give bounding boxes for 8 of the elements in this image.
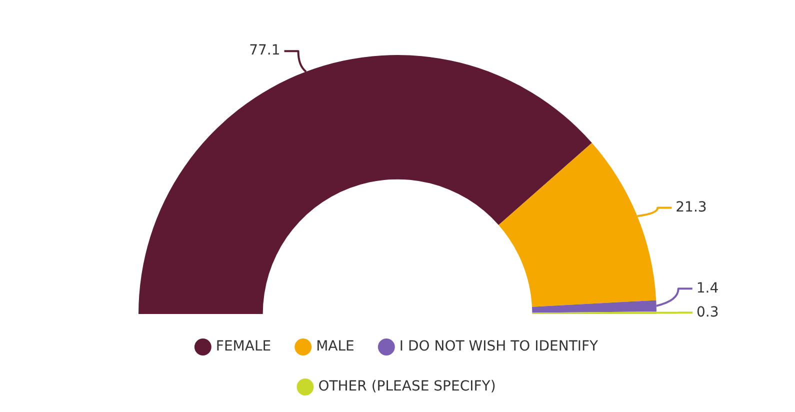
data-label: 0.3 bbox=[696, 304, 719, 320]
data-label: 21.3 bbox=[676, 199, 707, 216]
legend-label: FEMALE bbox=[216, 338, 272, 355]
legend-label: OTHER (PLEASE SPECIFY) bbox=[318, 378, 496, 395]
legend-label: I DO NOT WISH TO IDENTIFY bbox=[399, 338, 599, 355]
data-label: 77.1 bbox=[249, 42, 280, 59]
legend-label: MALE bbox=[316, 338, 354, 355]
data-label: 1.4 bbox=[696, 280, 719, 296]
